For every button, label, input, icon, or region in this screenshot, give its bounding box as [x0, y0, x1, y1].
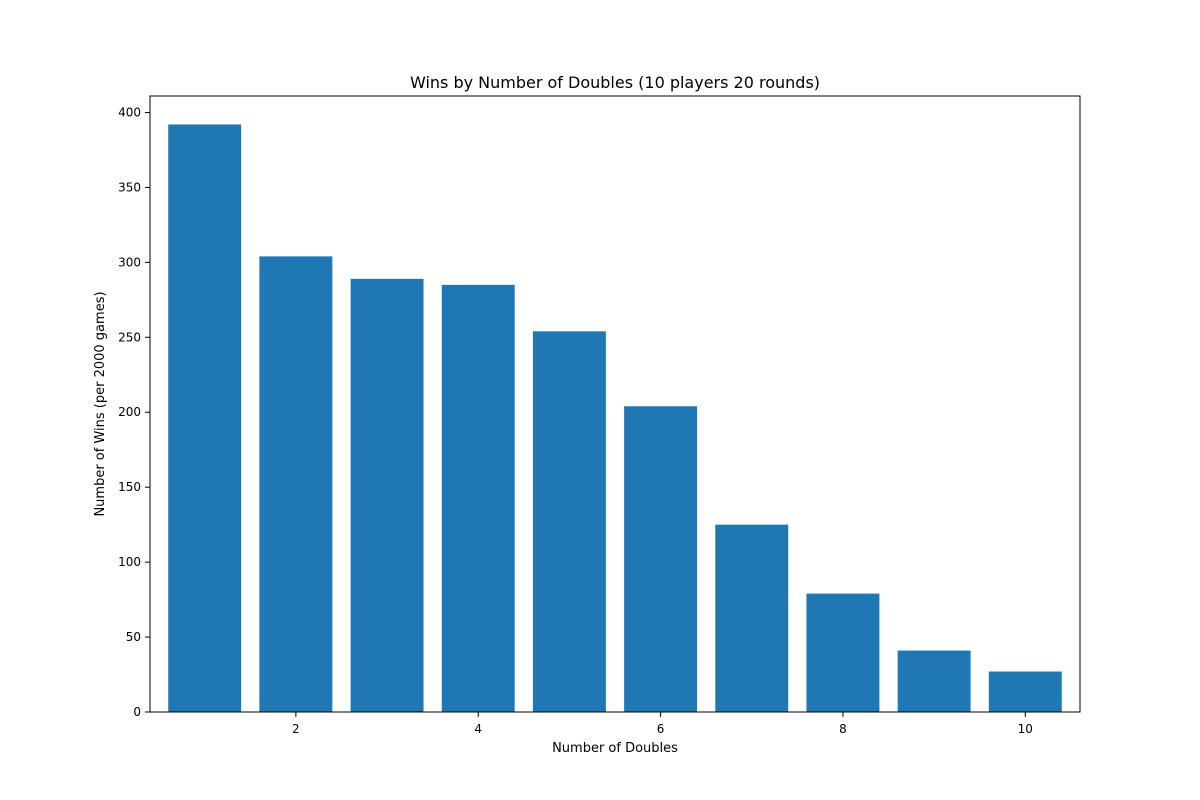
y-tick-label: 300 [118, 255, 141, 269]
y-tick-label: 350 [118, 180, 141, 194]
chart-title: Wins by Number of Doubles (10 players 20… [410, 73, 820, 92]
bar-2 [259, 256, 333, 712]
bar-7 [715, 524, 789, 712]
x-tick-label: 8 [839, 722, 847, 736]
x-axis-ticks: 2 4 6 8 10 [292, 712, 1033, 736]
y-tick-label: 400 [118, 105, 141, 119]
bar-6 [624, 406, 698, 712]
bar-4 [441, 284, 515, 712]
y-axis-ticks: 0 50 100 150 200 250 300 350 400 [118, 105, 150, 719]
y-tick-label: 150 [118, 480, 141, 494]
bar-10 [988, 671, 1062, 712]
bar-9 [897, 650, 971, 712]
x-tick-label: 2 [292, 722, 300, 736]
bar-1 [168, 124, 242, 713]
bar-3 [350, 278, 424, 712]
bar-5 [532, 331, 606, 712]
x-tick-label: 6 [657, 722, 665, 736]
x-tick-label: 4 [474, 722, 482, 736]
y-tick-label: 200 [118, 405, 141, 419]
bar-8 [806, 593, 880, 712]
y-tick-label: 100 [118, 555, 141, 569]
bars-group [168, 124, 1062, 713]
y-axis-label: Number of Wins (per 2000 games) [93, 291, 108, 516]
y-tick-label: 0 [133, 705, 141, 719]
y-tick-label: 50 [126, 630, 141, 644]
y-tick-label: 250 [118, 330, 141, 344]
x-axis-label: Number of Doubles [552, 741, 678, 756]
plot-frame [149, 95, 1081, 713]
x-tick-label: 10 [1018, 722, 1033, 736]
